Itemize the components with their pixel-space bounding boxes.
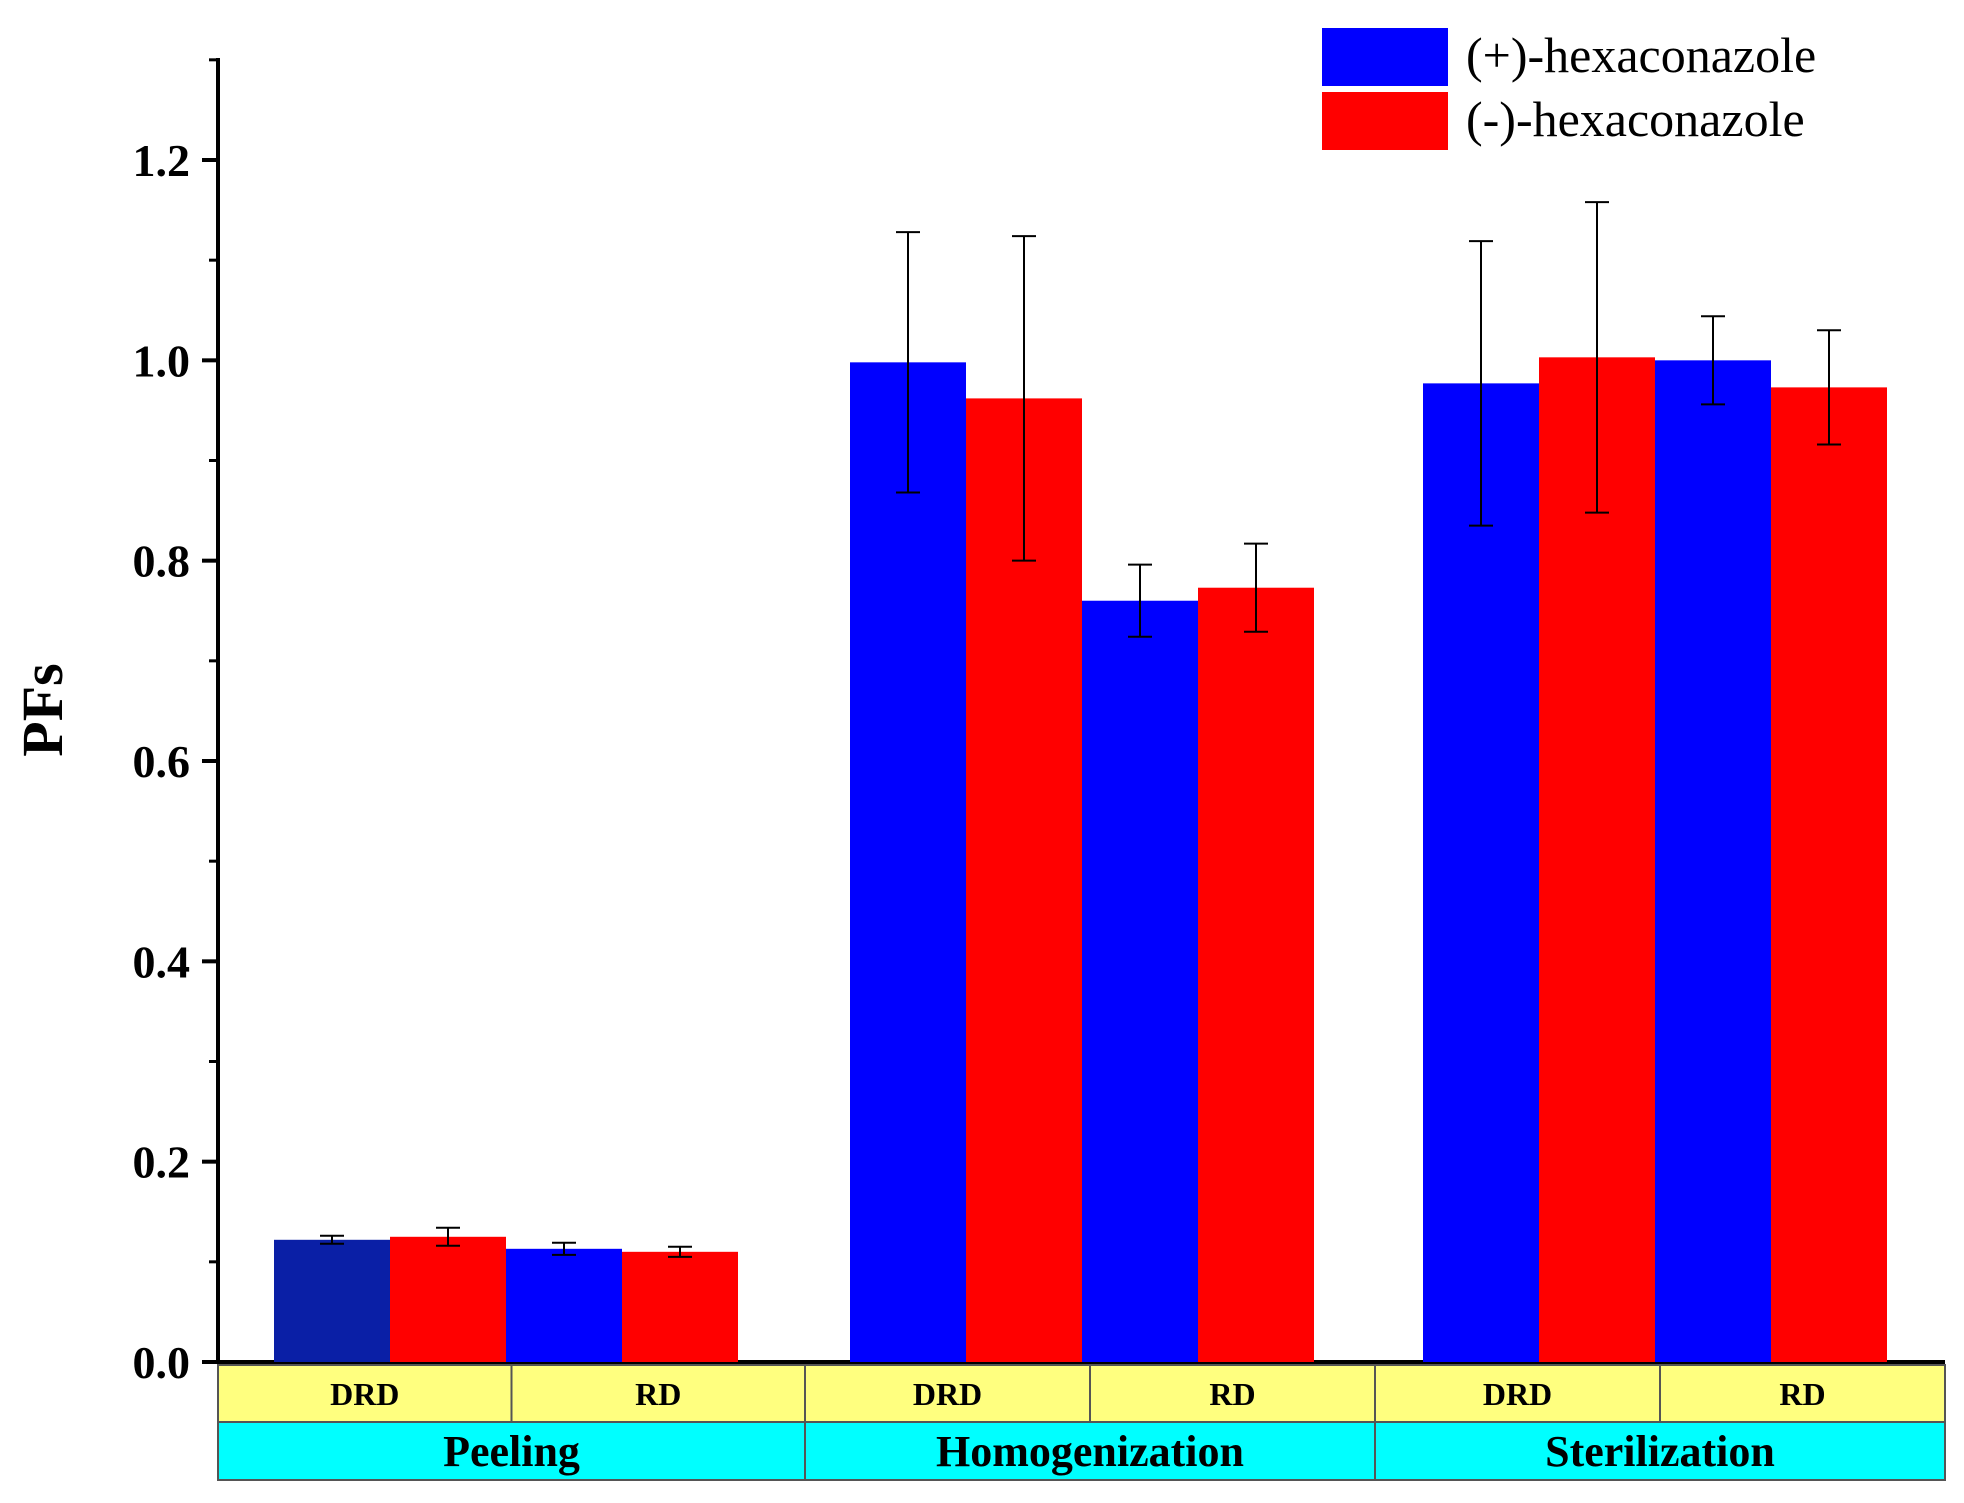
group-cell [217,1421,806,1481]
legend: (+)-hexaconazole (-)-hexaconazole [1322,27,1816,150]
subgroup-label: RD [635,1376,681,1412]
bar-plus-hexaconazole [506,1248,622,1362]
bar-plus-hexaconazole [274,1239,390,1362]
y-tick-label: 1.2 [133,135,191,186]
bar-plus-hexaconazole [1082,600,1198,1362]
bars [274,357,1887,1363]
bar-minus-hexaconazole [1771,387,1887,1363]
legend-label: (+)-hexaconazole [1466,27,1816,83]
y-tick-label: 0.2 [133,1137,191,1188]
bar-plus-hexaconazole [850,362,966,1362]
axes: 0.0 0.2 0.4 0.6 0.8 1.0 1.2 PFs [10,58,1945,1388]
bar-minus-hexaconazole [390,1236,506,1362]
bar-minus-hexaconazole [1198,587,1314,1362]
y-axis-title: PFs [10,663,75,756]
y-tick-label: 0.0 [133,1337,191,1388]
group-cell [804,1421,1376,1481]
subgroup-label: DRD [330,1376,399,1412]
group-cell [1374,1421,1946,1481]
group-label: Homogenization [936,1427,1244,1476]
bar-plus-hexaconazole [1655,360,1771,1362]
subgroup-label: RD [1779,1376,1825,1412]
y-tick-label: 0.6 [133,736,191,787]
subgroup-cell [510,1364,806,1423]
y-tick-label: 1.0 [133,335,191,386]
bar-minus-hexaconazole [622,1251,738,1362]
y-tick-label: 0.4 [133,936,191,987]
subgroup-cell [804,1364,1091,1423]
subgroup-cell [217,1364,513,1423]
error-bars [320,201,1841,1258]
subgroup-label: DRD [1483,1376,1552,1412]
legend-swatch [1322,28,1448,86]
group-label: Sterilization [1545,1427,1775,1476]
bar-minus-hexaconazole [1539,357,1655,1362]
legend-label: (-)-hexaconazole [1466,91,1805,147]
subgroup-cell [1659,1364,1946,1423]
subgroup-cell [1374,1364,1661,1423]
group-label: Peeling [443,1427,580,1476]
subgroup-label: DRD [913,1376,982,1412]
y-tick-label: 0.8 [133,536,191,587]
bar-plus-hexaconazole [1423,383,1539,1362]
subgroup-label: RD [1209,1376,1255,1412]
legend-swatch [1322,92,1448,150]
